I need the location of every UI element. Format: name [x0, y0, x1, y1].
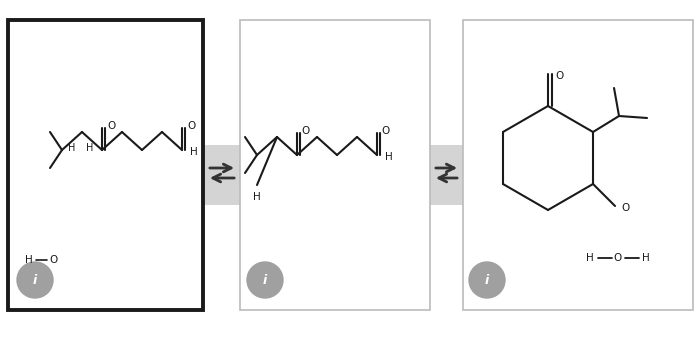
- FancyBboxPatch shape: [240, 20, 430, 310]
- Circle shape: [469, 262, 505, 298]
- Text: H: H: [642, 253, 650, 263]
- Text: i: i: [263, 273, 267, 287]
- Text: H: H: [69, 143, 76, 153]
- Text: O: O: [382, 126, 390, 136]
- Text: i: i: [485, 273, 489, 287]
- Text: O: O: [50, 255, 58, 265]
- Text: O: O: [107, 121, 115, 131]
- Text: H: H: [86, 143, 94, 153]
- Text: H: H: [385, 152, 393, 162]
- Text: i: i: [33, 273, 37, 287]
- Text: O: O: [621, 203, 629, 213]
- Text: H: H: [253, 192, 261, 202]
- Text: O: O: [614, 253, 622, 263]
- FancyBboxPatch shape: [8, 20, 203, 310]
- Text: O: O: [302, 126, 310, 136]
- Text: H: H: [25, 255, 33, 265]
- FancyBboxPatch shape: [463, 20, 693, 310]
- Text: H: H: [586, 253, 594, 263]
- Text: H: H: [190, 147, 198, 157]
- Circle shape: [17, 262, 53, 298]
- Circle shape: [247, 262, 283, 298]
- Text: O: O: [187, 121, 195, 131]
- Text: O: O: [556, 71, 564, 81]
- FancyBboxPatch shape: [200, 145, 465, 205]
